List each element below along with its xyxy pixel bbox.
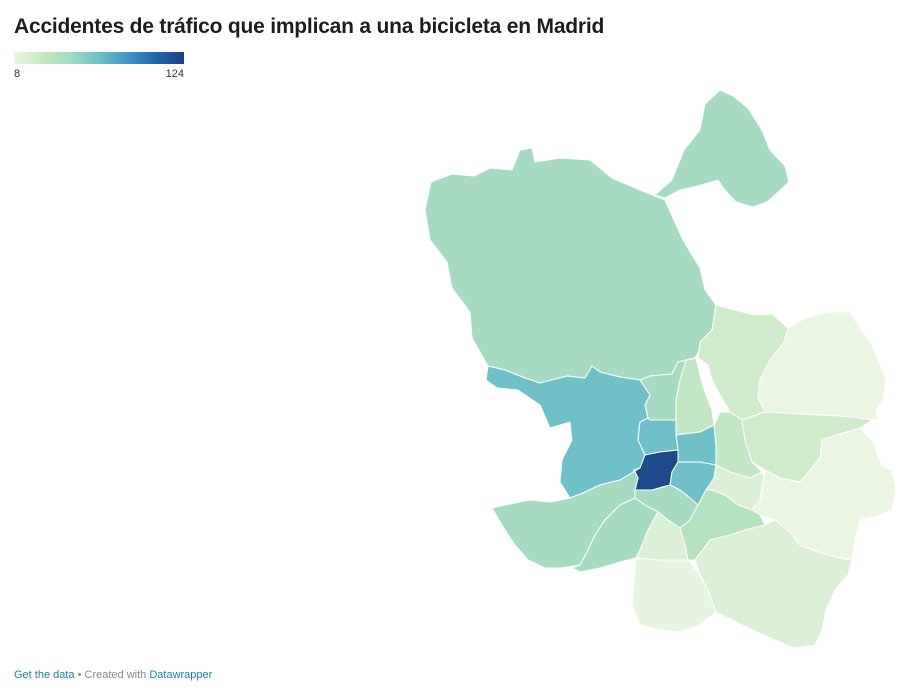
- legend-max-label: 124: [165, 68, 184, 80]
- district-norte-lobulo[interactable]: [654, 89, 790, 208]
- district-barajas[interactable]: [757, 311, 887, 421]
- district-carabanchel[interactable]: [571, 497, 659, 573]
- district-villa-vallecas[interactable]: [694, 519, 853, 649]
- chart-footer: Get the data • Created with Datawrapper: [14, 669, 212, 681]
- get-the-data-link[interactable]: Get the data: [14, 669, 75, 681]
- district-villaverde[interactable]: [631, 557, 717, 633]
- legend-gradient-bar: [14, 52, 184, 64]
- datawrapper-link[interactable]: Datawrapper: [149, 669, 213, 681]
- district-ciudad-lineal[interactable]: [713, 411, 763, 479]
- map-title: Accidentes de tráfico que implican a una…: [14, 15, 605, 38]
- district-chamberi[interactable]: [637, 417, 679, 456]
- legend-min-label: 8: [14, 68, 21, 80]
- color-legend: 8 124: [14, 52, 184, 82]
- footer-separator-text: • Created with: [74, 669, 150, 681]
- legend-labels: 8 124: [14, 68, 184, 82]
